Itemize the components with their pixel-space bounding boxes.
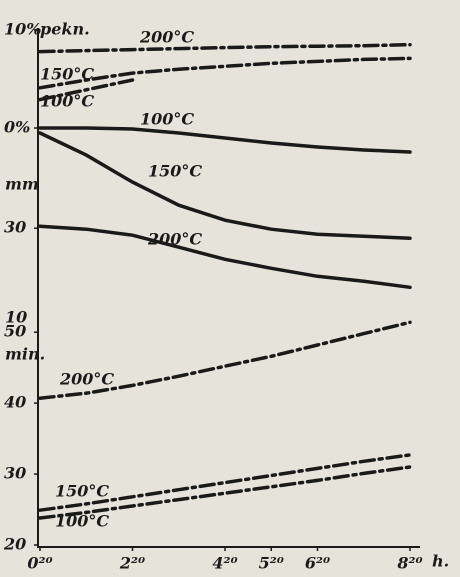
x-tick-label: 4²⁰: [212, 554, 237, 573]
y-tick-label: 30: [4, 464, 26, 483]
series-label: 100°C: [55, 512, 109, 531]
y-tick-label: 30: [4, 218, 26, 237]
y-tick-label: 40: [4, 393, 26, 412]
annotation: 10: [5, 308, 27, 327]
y-axis-label: min.: [5, 345, 45, 364]
x-tick-label: 8²⁰: [396, 554, 422, 573]
y-tick-label: 20: [3, 535, 26, 554]
y-tick-label: 50: [4, 322, 26, 341]
y-axis-label: mm: [5, 175, 39, 194]
series-line: [38, 78, 135, 102]
series-line: [38, 320, 412, 400]
series-line: [38, 42, 412, 54]
y-axis-label: pekn.: [40, 20, 90, 39]
series-label: 100°C: [140, 110, 194, 129]
x-tick-label: 5²⁰: [259, 554, 284, 573]
y-tick-label: 0%: [4, 118, 30, 137]
series-label: 200°C: [59, 370, 114, 389]
series-line: [38, 224, 412, 290]
series-line: [38, 126, 412, 154]
series-line: [38, 131, 412, 240]
x-axis-label: h.: [432, 552, 449, 571]
x-tick-label: 2²⁰: [119, 554, 145, 573]
series-label: 200°C: [139, 28, 194, 47]
series-line: [38, 56, 412, 90]
series-label: 150°C: [55, 482, 109, 501]
series-label: 200°C: [147, 230, 202, 249]
y-tick-label: 10%: [4, 20, 41, 39]
series-line: [38, 453, 412, 512]
series-label: 100°C: [40, 92, 94, 111]
series-label: 150°C: [148, 162, 202, 181]
x-tick-label: 0²⁰: [27, 554, 52, 573]
series-line: [38, 465, 412, 520]
x-tick-label: 6²⁰: [305, 554, 330, 573]
series-label: 150°C: [40, 65, 94, 84]
